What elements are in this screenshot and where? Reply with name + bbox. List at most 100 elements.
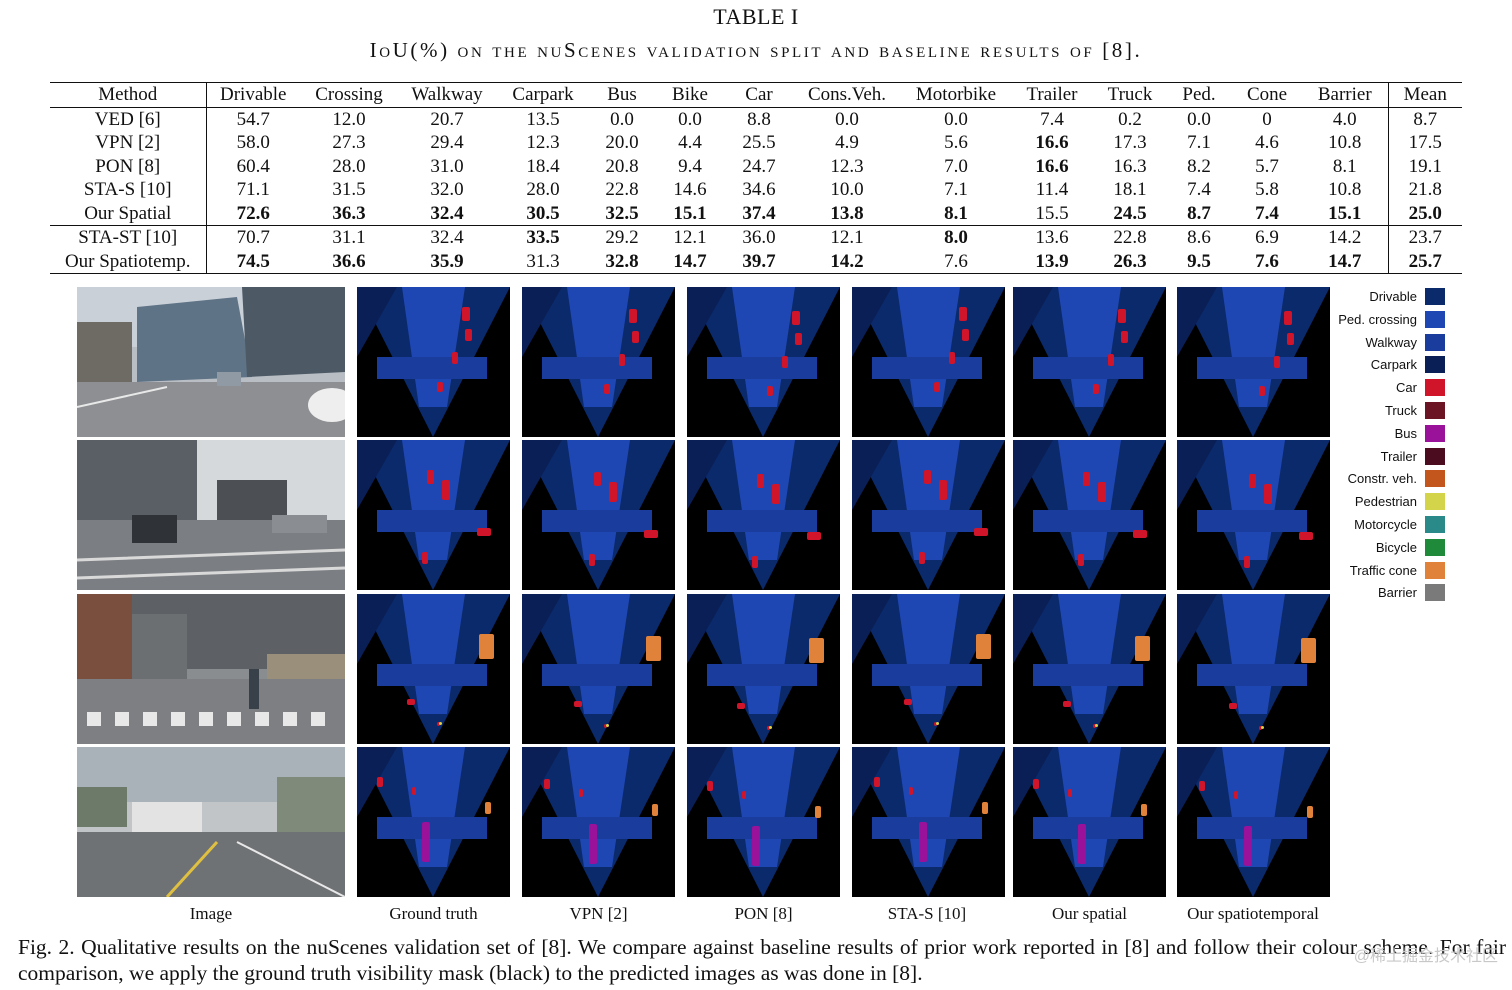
map-vpn-row-4 — [522, 747, 675, 897]
legend-item: Carpark — [1300, 355, 1445, 375]
value-cell: 14.6 — [673, 179, 707, 200]
value-cell: 30.5 — [526, 202, 560, 224]
object-blob — [1244, 556, 1250, 568]
walkway-area — [542, 510, 652, 532]
object-blob — [782, 356, 788, 368]
walkway-area — [1197, 664, 1307, 686]
legend-item: Motorcycle — [1300, 515, 1445, 535]
object-blob — [1301, 638, 1316, 663]
value-cell: 7.1 — [944, 179, 968, 200]
object-blob — [752, 556, 758, 568]
value-cell: 74.5 — [236, 250, 270, 272]
object-blob — [939, 480, 947, 500]
column-header: Crossing — [315, 84, 383, 105]
object-blob — [874, 777, 880, 787]
legend-swatch — [1425, 379, 1445, 397]
value-cell: 4.0 — [1332, 108, 1357, 130]
object-blob — [1234, 791, 1238, 799]
object-blob — [707, 781, 713, 791]
object-blob — [757, 474, 764, 488]
object-blob — [407, 699, 415, 705]
value-cell: 5.6 — [944, 132, 968, 153]
carpark-area — [522, 287, 562, 357]
value-cell: 12.0 — [332, 108, 366, 130]
value-cell: 0.2 — [1118, 108, 1142, 130]
value-cell: 7.6 — [944, 250, 968, 272]
map-pon-row-3 — [687, 594, 840, 744]
walkway-area — [1033, 664, 1143, 686]
table-label: TABLE I — [713, 4, 799, 29]
value-cell: 10.8 — [1328, 179, 1362, 200]
value-cell: 36.0 — [742, 227, 776, 248]
value-cell: 15.1 — [673, 202, 707, 224]
column-label-ground-truth: Ground truth — [389, 904, 478, 923]
table-row: VPN [2] 58.0 27.3 29.4 12.3 20.0 4.4 25.5 4.9 5.6… — [50, 131, 1462, 155]
object-blob — [644, 530, 658, 538]
walkway-area — [542, 357, 652, 379]
object-blob — [904, 699, 912, 705]
object-blob — [1095, 724, 1098, 727]
object-blob — [412, 787, 416, 795]
object-blob — [629, 309, 637, 323]
carpark-area — [1177, 287, 1217, 357]
carpark-area — [1177, 594, 1217, 664]
value-cell: 8.2 — [1187, 155, 1211, 177]
legend-label: Pedestrian — [1354, 494, 1417, 510]
object-blob — [1199, 781, 1205, 791]
object-blob — [1259, 386, 1265, 396]
value-cell: 60.4 — [236, 155, 270, 177]
value-cell: 32.0 — [430, 179, 464, 200]
object-blob — [949, 352, 955, 364]
carpark-area — [687, 747, 727, 817]
column-header: Barrier — [1317, 84, 1372, 105]
column-header: Trailer — [1026, 84, 1078, 105]
carpark-area — [1013, 594, 1053, 664]
carpark-area — [852, 747, 892, 817]
column-header: Method — [50, 82, 207, 107]
legend-swatch — [1425, 356, 1445, 374]
column-header: Cons.Veh. — [807, 84, 887, 105]
object-blob — [962, 329, 969, 341]
object-blob — [1307, 806, 1313, 818]
walkway-area — [707, 664, 817, 686]
legend-swatch — [1425, 538, 1445, 556]
legend-swatch — [1425, 516, 1445, 533]
object-blob — [1229, 703, 1237, 709]
object-blob — [589, 554, 595, 566]
object-blob — [807, 532, 821, 540]
value-cell: 70.7 — [236, 227, 270, 248]
value-cell: 71.1 — [236, 179, 270, 200]
value-cell: 54.7 — [236, 108, 270, 130]
object-blob — [982, 802, 988, 814]
column-header: Truck — [1107, 84, 1153, 105]
value-cell: 37.4 — [742, 202, 776, 224]
value-cell: 12.3 — [830, 155, 864, 177]
legend-label: Bus — [1394, 425, 1417, 441]
table-row: Our Spatiotemp. 74.5 36.6 35.9 31.3 32.8 14.7 3… — [50, 249, 1462, 274]
column-label-vpn: VPN [2] — [569, 904, 628, 923]
object-blob — [772, 484, 780, 504]
map-our-spatiotemporal-row-2 — [1177, 440, 1330, 590]
walkway-area — [377, 357, 487, 379]
value-cell: 8.1 — [1332, 155, 1357, 177]
value-cell: 6.9 — [1255, 227, 1279, 248]
object-blob — [437, 382, 443, 392]
carpark-area — [357, 287, 397, 357]
walkway-area — [872, 664, 982, 686]
carpark-area — [852, 287, 892, 357]
value-cell: 25.5 — [742, 132, 776, 153]
legend-label: Truck — [1384, 403, 1417, 418]
object-blob — [1244, 826, 1252, 866]
value-cell: 19.1 — [1387, 154, 1462, 178]
object-blob — [377, 777, 383, 787]
object-blob — [752, 826, 760, 866]
carpark-area — [357, 440, 397, 510]
map-pon-row-1 — [687, 287, 840, 437]
scene-photo-3 — [77, 594, 345, 744]
value-cell: 8.8 — [747, 108, 771, 130]
method-cell: STA-ST [10] — [50, 225, 207, 250]
map-our-spatial-row-4 — [1013, 747, 1166, 897]
legend-label: Carpark — [1370, 357, 1417, 373]
table-header-row: Method Drivable Crossing Walkway Carpark Bus B… — [50, 82, 1462, 107]
legend-item: Barrier — [1300, 583, 1445, 603]
